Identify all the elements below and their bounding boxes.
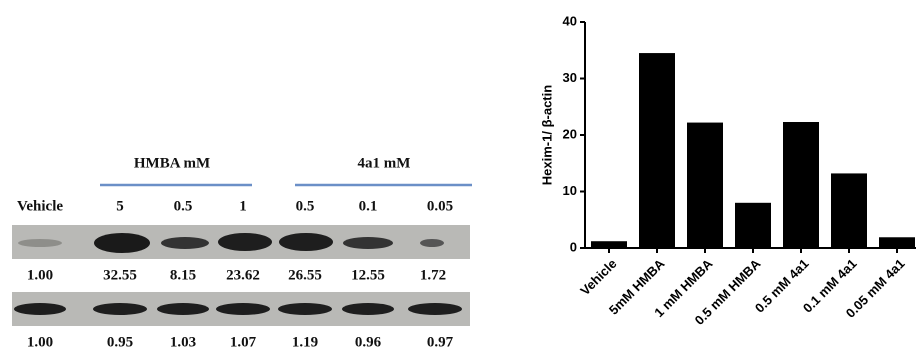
group-label: HMBA mM — [134, 155, 210, 171]
actin-ratio: 1.07 — [230, 334, 257, 350]
blot-band — [14, 303, 66, 315]
bar — [591, 241, 627, 248]
blot-band — [218, 233, 272, 251]
y-axis-label: Hexim-1/ β-actin — [539, 85, 554, 185]
lane-label: 0.05 — [427, 198, 453, 214]
blot-band — [342, 303, 394, 315]
hexim-ratio: 26.55 — [288, 267, 322, 283]
actin-ratio: 1.00 — [27, 334, 53, 350]
blot-band — [216, 303, 270, 315]
blot-band — [343, 237, 393, 249]
bar — [831, 173, 867, 248]
blot-band — [279, 233, 333, 251]
lane-label: 0.1 — [359, 198, 378, 214]
blot-band — [18, 239, 62, 247]
hexim-ratio: 1.72 — [420, 267, 446, 283]
blot-band — [157, 303, 209, 315]
hexim-ratio: 23.62 — [226, 267, 260, 283]
bar — [783, 122, 819, 248]
hexim-ratio: 32.55 — [103, 267, 137, 283]
blot-band — [420, 239, 444, 247]
hexim-ratio: 8.15 — [170, 267, 196, 283]
actin-ratio: 0.96 — [355, 334, 382, 350]
bar — [639, 53, 675, 248]
y-tick-label: 30 — [563, 70, 577, 85]
hexim-ratio: 12.55 — [351, 267, 385, 283]
actin-ratio: 1.03 — [170, 334, 196, 350]
actin-ratio: 1.19 — [292, 334, 318, 350]
blot-band — [94, 233, 150, 253]
lane-label: 0.5 — [296, 198, 315, 214]
y-tick-label: 40 — [563, 13, 577, 28]
blot-band — [278, 303, 332, 315]
y-tick-label: 10 — [563, 183, 577, 198]
x-tick-label: Vehicle — [577, 256, 619, 298]
lane-label: 1 — [239, 198, 247, 214]
lane-label: 0.5 — [174, 198, 193, 214]
figure-canvas: HMBA mM 4a1 mM Vehicle 5 0.5 1 0.5 0.1 0.05 1.0… — [0, 0, 916, 352]
hexim-ratio: 1.00 — [27, 267, 53, 283]
blot-band — [161, 237, 209, 249]
actin-ratio: 0.95 — [107, 334, 133, 350]
group-label: 4a1 mM — [358, 155, 411, 171]
y-tick-label: 0 — [570, 239, 577, 254]
bar — [879, 237, 915, 248]
blot-band — [408, 303, 462, 315]
actin-ratio: 0.97 — [427, 334, 454, 350]
figure: HMBA mM 4a1 mM Vehicle 5 0.5 1 0.5 0.1 0.05 1.0… — [0, 0, 916, 352]
y-tick-label: 20 — [563, 126, 577, 141]
lane-label: Vehicle — [17, 198, 63, 214]
blot-band — [93, 303, 147, 315]
bar — [687, 123, 723, 248]
bar — [735, 203, 771, 248]
lane-label: 5 — [116, 198, 124, 214]
western-blot: HMBA mM 4a1 mM Vehicle 5 0.5 1 0.5 0.1 0.05 1.0… — [12, 155, 472, 350]
